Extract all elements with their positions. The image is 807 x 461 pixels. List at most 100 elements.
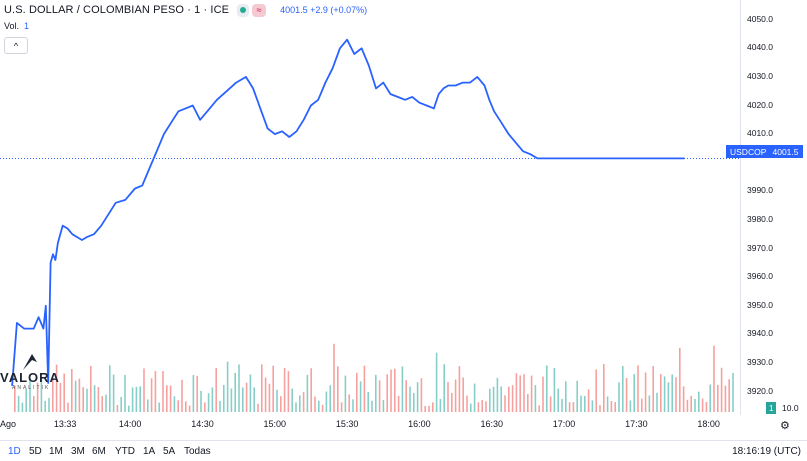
range-button-5d[interactable]: 5D bbox=[29, 446, 42, 457]
volume-bar bbox=[21, 402, 24, 412]
volume-bar bbox=[188, 405, 191, 412]
volume-bar bbox=[367, 391, 369, 412]
volume-bar bbox=[519, 375, 521, 412]
volume-bar bbox=[204, 402, 206, 412]
volume-value: 1 bbox=[24, 21, 30, 31]
time-tick-label: 16:00 bbox=[408, 419, 431, 429]
volume-bar bbox=[150, 378, 153, 412]
volume-bar bbox=[709, 384, 711, 412]
volume-bar bbox=[166, 385, 168, 412]
volume-bar bbox=[169, 385, 172, 412]
volume-bar bbox=[147, 399, 149, 412]
volume-bar bbox=[462, 377, 464, 412]
collapse-legend-button[interactable]: ^ bbox=[4, 37, 28, 54]
volume-bar bbox=[120, 397, 122, 412]
quote-value: 4001.5 +2.9 (+0.07%) bbox=[280, 5, 368, 15]
volume-bar bbox=[352, 399, 354, 412]
volume-bar bbox=[603, 364, 605, 412]
time-tick-label: 17:00 bbox=[552, 419, 576, 429]
price-tick-label: 3960.0 bbox=[747, 271, 773, 282]
time-tick-label: 14:30 bbox=[191, 419, 214, 429]
range-button-1m[interactable]: 1M bbox=[49, 446, 63, 457]
price-tick-label: 4010.0 bbox=[747, 128, 773, 139]
volume-bar bbox=[86, 388, 88, 412]
volume-bar bbox=[177, 400, 179, 412]
range-button-6m[interactable]: 6M bbox=[92, 446, 106, 457]
volume-bar bbox=[580, 395, 582, 412]
volume-bar bbox=[185, 401, 187, 412]
volume-bar bbox=[542, 376, 544, 412]
volume-bar bbox=[302, 392, 305, 412]
price-tick-label: 3950.0 bbox=[747, 299, 773, 310]
volume-bar bbox=[606, 396, 609, 412]
range-button-todas[interactable]: Todas bbox=[184, 446, 211, 457]
range-button-1d[interactable]: 1D bbox=[8, 446, 21, 457]
time-tick-label: 15:00 bbox=[263, 419, 287, 429]
symbol-title[interactable]: U.S. DOLLAR / COLOMBIAN PESO · 1 · ICE bbox=[4, 4, 230, 16]
range-button-3m[interactable]: 3M bbox=[71, 446, 85, 457]
market-status-badge[interactable] bbox=[237, 3, 250, 17]
volume-bar bbox=[378, 380, 381, 412]
volume-bar bbox=[390, 369, 392, 412]
volume-legend: Vol. 1 bbox=[4, 21, 29, 31]
volume-bar bbox=[181, 379, 183, 412]
volume-bar bbox=[511, 385, 514, 412]
volume-bar bbox=[299, 395, 301, 412]
range-button-1a[interactable]: 1A bbox=[143, 446, 156, 457]
settings-icon[interactable]: ⚙ bbox=[780, 420, 790, 432]
volume-bar bbox=[618, 382, 620, 412]
volume-bar bbox=[698, 391, 700, 412]
volume-bar bbox=[40, 378, 43, 412]
volume-bar bbox=[295, 402, 297, 412]
volume-bar bbox=[420, 378, 423, 412]
range-button-5a[interactable]: 5A bbox=[163, 446, 176, 457]
logo-subtitle: ANALITIK bbox=[12, 385, 51, 391]
volume-bar bbox=[679, 347, 681, 412]
volume-bar bbox=[405, 380, 407, 412]
price-tick-label: 3980.0 bbox=[747, 213, 773, 224]
data-delay-icon[interactable]: ≈ bbox=[252, 3, 267, 17]
volume-bar bbox=[234, 372, 236, 412]
volume-bar bbox=[173, 396, 176, 412]
volume-bar bbox=[219, 400, 221, 412]
price-axis[interactable]: 4050.0 4040.0 4030.0 4020.0 4010.0 3990.0 3980… bbox=[740, 0, 807, 415]
volume-bar bbox=[280, 396, 282, 412]
volume-bar bbox=[705, 402, 708, 412]
volume-bar bbox=[192, 375, 195, 412]
volume-bar bbox=[500, 386, 502, 412]
price-tick-label: 4020.0 bbox=[747, 99, 773, 110]
volume-bar bbox=[428, 405, 430, 412]
volume-bar bbox=[656, 392, 658, 412]
volume-bar bbox=[454, 379, 457, 412]
volume-bar bbox=[496, 377, 499, 412]
volume-bar bbox=[675, 377, 677, 412]
volume-bar bbox=[538, 405, 540, 412]
chart-legend: U.S. DOLLAR / COLOMBIAN PESO · 1 · ICE ≈… bbox=[4, 2, 367, 18]
volume-bar bbox=[325, 391, 328, 412]
volume-bar bbox=[527, 394, 529, 412]
volume-bar bbox=[660, 374, 662, 412]
volume-bar bbox=[572, 402, 575, 412]
volume-bar bbox=[591, 400, 594, 412]
volume-bar bbox=[382, 400, 385, 412]
price-chart[interactable] bbox=[0, 0, 740, 415]
clock[interactable]: 18:16:19 (UTC) bbox=[732, 446, 801, 457]
time-axis[interactable]: Ago 13:33 14:00 14:30 15:00 15:30 16:00 16:30 17… bbox=[0, 415, 740, 435]
volume-bar bbox=[625, 378, 628, 412]
range-button-ytd[interactable]: YTD bbox=[115, 446, 135, 457]
price-tick-label: 3990.0 bbox=[747, 185, 773, 196]
market-open-dot-icon bbox=[240, 7, 247, 13]
time-tick-label: 15:30 bbox=[335, 419, 359, 429]
volume-bar bbox=[215, 367, 217, 412]
volume-badge: 1 bbox=[766, 402, 777, 414]
logo-wordmark: VALORA bbox=[0, 370, 60, 385]
volume-bar bbox=[211, 387, 214, 412]
volume-bar bbox=[394, 368, 396, 412]
time-tick-label: 16:30 bbox=[480, 419, 503, 429]
volume-bar bbox=[226, 361, 229, 412]
volume-bar bbox=[321, 404, 324, 412]
chart-area[interactable] bbox=[0, 0, 740, 415]
volume-bar bbox=[584, 395, 586, 412]
volume-bar bbox=[36, 382, 39, 412]
volume-bar bbox=[641, 398, 643, 412]
